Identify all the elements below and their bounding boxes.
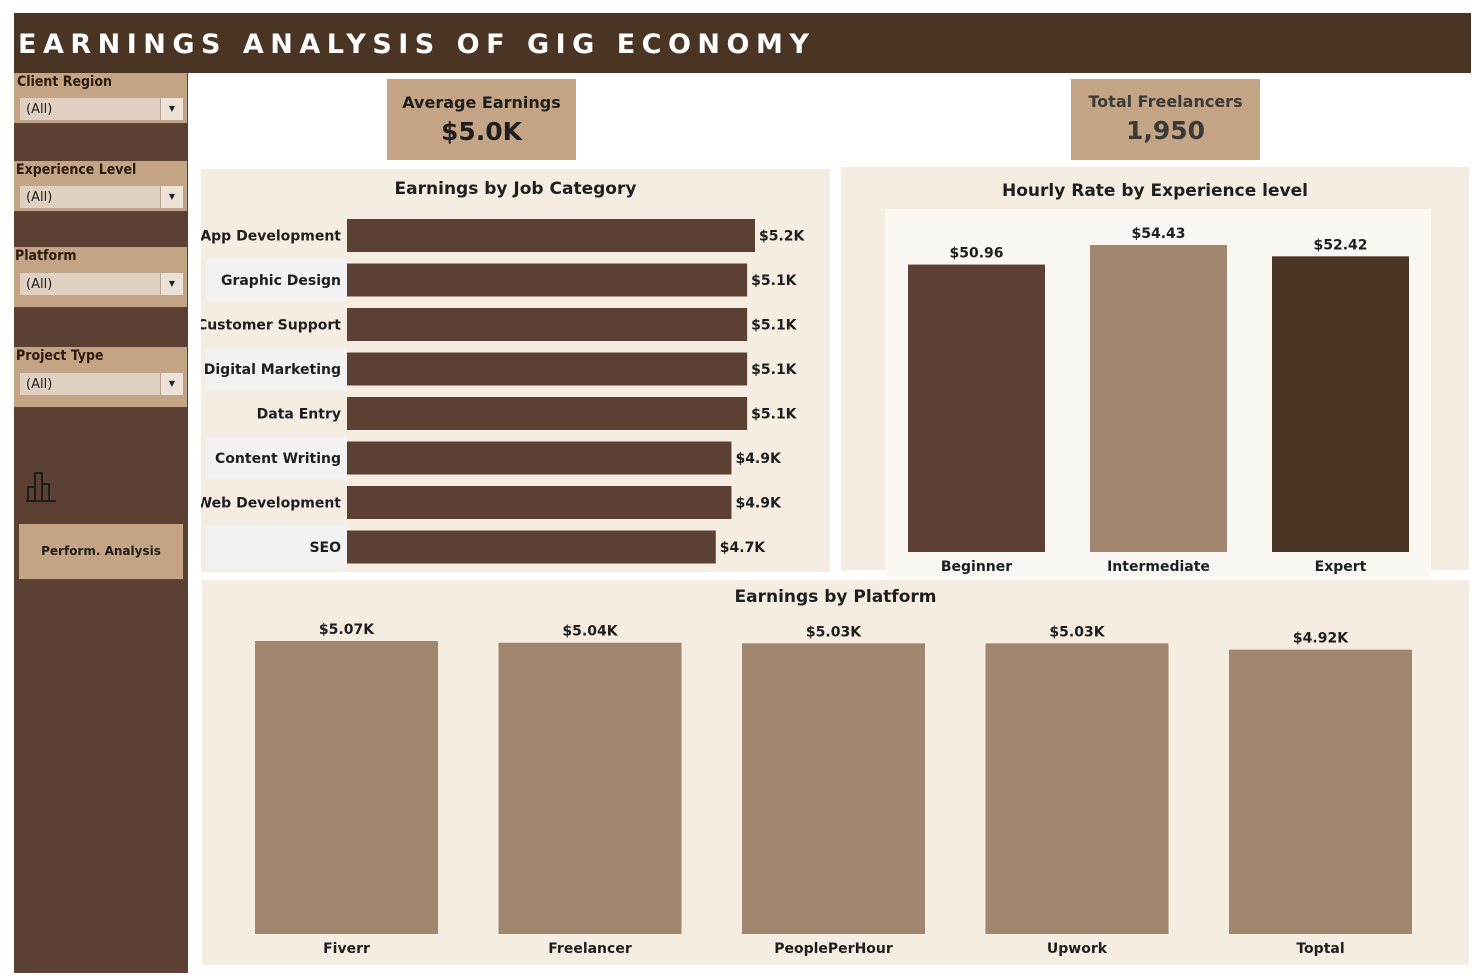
data-label: $5.1K xyxy=(751,407,798,423)
client-region-dropdown[interactable]: (All) ▼ xyxy=(19,97,184,121)
perform-analysis-button[interactable]: Perform. Analysis xyxy=(19,524,183,579)
bar[interactable] xyxy=(347,441,732,475)
data-label: $5.07K xyxy=(319,622,375,638)
category-label: Toptal xyxy=(1296,941,1344,957)
category-label: Graphic Design xyxy=(221,273,341,289)
category-label: Data Entry xyxy=(257,407,341,423)
bar[interactable] xyxy=(1090,245,1227,552)
chevron-down-icon[interactable]: ▼ xyxy=(160,273,183,295)
sidebar: Client Region (All) ▼ Experience Level (… xyxy=(14,73,188,973)
platform-dropdown[interactable]: (All) ▼ xyxy=(19,272,184,296)
data-label: $4.7K xyxy=(720,540,767,556)
category-label: Content Writing xyxy=(215,451,341,467)
category-label: Upwork xyxy=(1047,941,1108,957)
bar[interactable] xyxy=(347,219,755,252)
header-bar xyxy=(14,13,1471,73)
chart-title: Earnings by Platform xyxy=(734,587,937,607)
data-label: $50.96 xyxy=(949,246,1003,262)
data-label: $4.9K xyxy=(735,496,782,512)
category-label: SEO xyxy=(309,540,341,556)
chevron-down-icon[interactable]: ▼ xyxy=(160,98,183,120)
bar[interactable] xyxy=(908,264,1045,552)
data-label: $4.92K xyxy=(1293,631,1349,647)
kpi-total-freelancers: Total Freelancers 1,950 xyxy=(1071,79,1260,160)
bar[interactable] xyxy=(347,308,748,341)
data-label: $5.1K xyxy=(751,362,798,378)
chart-title: Hourly Rate by Experience level xyxy=(1002,181,1308,201)
category-label: Customer Support xyxy=(201,318,341,334)
category-label: Digital Marketing xyxy=(204,362,341,378)
bar[interactable] xyxy=(1272,256,1409,552)
row-band xyxy=(206,347,347,391)
category-label: Freelancer xyxy=(548,941,632,957)
category-label: Web Development xyxy=(201,496,341,512)
kpi-value: $5.0K xyxy=(440,117,523,146)
bar[interactable] xyxy=(255,641,438,934)
category-label: Fiverr xyxy=(323,941,370,957)
bar[interactable] xyxy=(742,643,925,934)
hourly-rate-panel: Hourly Rate by Experience level $50.96 Be… xyxy=(841,167,1469,577)
bar-chart-icon[interactable] xyxy=(24,470,58,504)
bar[interactable] xyxy=(985,643,1169,934)
kpi-average-earnings: Average Earnings $5.0K xyxy=(387,79,576,160)
chevron-down-icon[interactable]: ▼ xyxy=(160,373,183,395)
category-label: Intermediate xyxy=(1107,559,1210,575)
filter-value: (All) xyxy=(26,102,53,117)
kpi-value: 1,950 xyxy=(1125,116,1206,145)
chevron-down-icon[interactable]: ▼ xyxy=(160,186,183,208)
platform-panel: Earnings by Platform $5.07K Fiverr $5.04K F… xyxy=(202,580,1469,965)
filter-experience-level: Experience Level (All) ▼ xyxy=(14,161,187,211)
data-label: $54.43 xyxy=(1131,226,1185,242)
row-band xyxy=(206,436,347,480)
bar[interactable] xyxy=(347,486,732,519)
filter-platform: Platform (All) ▼ xyxy=(14,247,187,307)
filter-value: (All) xyxy=(26,377,53,392)
data-label: $5.1K xyxy=(751,318,798,334)
dashboard-title: EARNINGS ANALYSIS OF GIG ECONOMY xyxy=(18,29,816,60)
bar[interactable] xyxy=(347,352,748,386)
bar[interactable] xyxy=(347,263,748,297)
filter-label: Client Region xyxy=(17,74,112,90)
kpi-label: Total Freelancers xyxy=(1088,92,1243,111)
row-band xyxy=(206,525,347,569)
kpi-label: Average Earnings xyxy=(402,93,561,112)
perform-analysis-label: Perform. Analysis xyxy=(41,544,161,558)
project-type-dropdown[interactable]: (All) ▼ xyxy=(19,372,184,396)
bar[interactable] xyxy=(347,397,748,430)
row-band xyxy=(206,258,347,302)
category-label: Expert xyxy=(1315,559,1367,575)
data-label: $5.1K xyxy=(751,273,798,289)
data-label: $52.42 xyxy=(1313,237,1367,253)
job-category-chart: App Development $5.2K Graphic Design $5.1K C… xyxy=(201,219,806,569)
data-label: $5.2K xyxy=(759,229,806,245)
bar[interactable] xyxy=(347,530,716,564)
filter-label: Project Type xyxy=(16,348,104,364)
filter-value: (All) xyxy=(26,190,53,205)
filter-project-type: Project Type (All) ▼ xyxy=(14,347,187,407)
filter-client-region: Client Region (All) ▼ xyxy=(14,73,187,123)
category-label: PeoplePerHour xyxy=(774,941,893,957)
data-label: $5.04K xyxy=(562,624,618,640)
job-category-panel: Earnings by Job Category App Development… xyxy=(201,169,830,572)
bar[interactable] xyxy=(1229,649,1412,934)
category-label: App Development xyxy=(201,229,341,245)
data-label: $5.03K xyxy=(1049,624,1105,640)
filter-value: (All) xyxy=(26,277,53,292)
filter-label: Platform xyxy=(15,248,77,264)
data-label: $4.9K xyxy=(735,451,782,467)
bar[interactable] xyxy=(498,642,682,934)
platform-chart: $5.07K Fiverr $5.04K Freelancer $5.03K People… xyxy=(255,622,1412,957)
experience-level-dropdown[interactable]: (All) ▼ xyxy=(19,185,184,209)
chart-title: Earnings by Job Category xyxy=(394,179,637,199)
hourly-rate-chart: $50.96 Beginner $54.43 Intermediate $52.42 Ex… xyxy=(885,209,1431,577)
data-label: $5.03K xyxy=(806,624,862,640)
category-label: Beginner xyxy=(941,559,1012,575)
filter-label: Experience Level xyxy=(16,162,137,178)
